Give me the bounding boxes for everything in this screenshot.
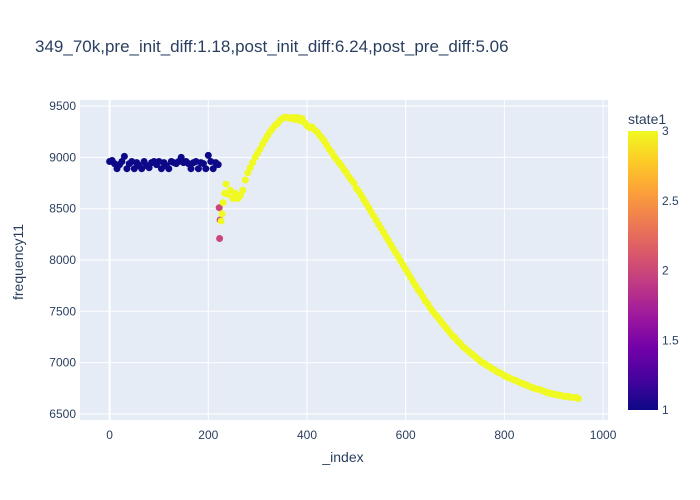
y-tick-label: 6500 (49, 407, 76, 421)
colorbar-title: state1 (628, 111, 666, 127)
data-point (219, 199, 227, 207)
data-point (215, 204, 223, 212)
data-point (222, 180, 230, 188)
grid-lines (80, 100, 608, 420)
data-points (106, 113, 582, 402)
data-point (216, 235, 224, 242)
x-tick-label: 200 (198, 428, 218, 442)
x-axis-title: _index (321, 449, 363, 465)
y-axis-title: frequency11 (10, 224, 26, 300)
data-point (202, 165, 210, 173)
data-point (241, 176, 249, 184)
y-tick-label: 9500 (49, 99, 76, 113)
colorbar-tick-label: 1 (662, 403, 669, 417)
x-axis-ticks: 0 200 400 600 800 1000 (106, 428, 616, 442)
data-point (204, 151, 212, 159)
data-point (239, 186, 247, 194)
y-tick-label: 9000 (49, 150, 76, 164)
data-point (574, 395, 582, 402)
x-tick-label: 600 (396, 428, 416, 442)
data-point (165, 165, 173, 173)
data-point (214, 161, 222, 169)
chart-title: 349_70k,pre_init_diff:1.18,post_init_dif… (35, 37, 509, 56)
colorbar-ticks: 1 1.5 2 2.5 3 (662, 124, 679, 417)
data-point (194, 165, 202, 173)
data-point (120, 152, 128, 160)
y-axis-ticks: 6500 7000 7500 8000 8500 9000 9500 (49, 99, 76, 421)
colorbar-tick-label: 2.5 (662, 194, 679, 208)
colorbar-tick-label: 1.5 (662, 333, 679, 347)
x-tick-label: 400 (297, 428, 317, 442)
data-point (218, 210, 226, 218)
x-tick-label: 800 (494, 428, 514, 442)
x-tick-label: 1000 (590, 428, 617, 442)
colorbar-tick-label: 3 (662, 124, 669, 138)
y-tick-label: 8000 (49, 253, 76, 267)
x-tick-label: 0 (106, 428, 113, 442)
data-point (217, 217, 225, 225)
colorbar-tick-label: 2 (662, 264, 669, 278)
data-point (157, 165, 165, 173)
y-tick-label: 8500 (49, 202, 76, 216)
data-point (249, 159, 257, 167)
data-point (229, 195, 237, 202)
colorbar (628, 131, 658, 410)
data-point (209, 165, 217, 173)
y-tick-label: 7500 (49, 304, 76, 318)
data-point (187, 165, 195, 173)
data-point (177, 153, 185, 161)
y-tick-label: 7000 (49, 356, 76, 370)
